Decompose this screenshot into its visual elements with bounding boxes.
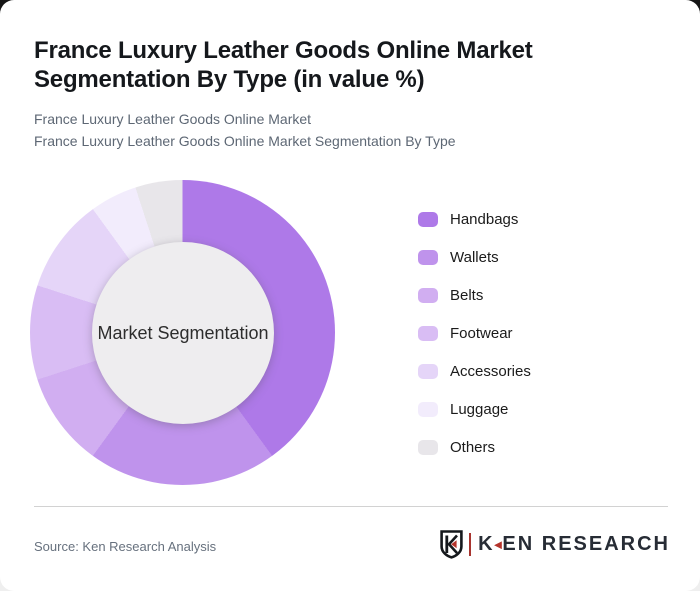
- chart-title: France Luxury Leather Goods Online Marke…: [34, 36, 533, 94]
- legend-item-footwear[interactable]: Footwear: [418, 314, 531, 352]
- legend-swatch-icon: [418, 401, 438, 417]
- chart-title-line-1: France Luxury Leather Goods Online Marke…: [34, 37, 533, 64]
- logo-wordmark-rest: EN RESEARCH: [502, 532, 670, 555]
- ken-research-shield-icon: [440, 529, 463, 559]
- logo-red-triangle-icon: ◄: [491, 537, 505, 552]
- legend-label: Belts: [450, 286, 484, 304]
- source-text: Source: Ken Research Analysis: [34, 539, 217, 554]
- ken-research-logo: K ◄ EN RESEARCH: [440, 528, 670, 560]
- logo-wordmark: K ◄ EN RESEARCH: [478, 533, 670, 556]
- legend-swatch-icon: [418, 249, 438, 265]
- legend-item-belts[interactable]: Belts: [418, 276, 531, 314]
- legend-item-accessories[interactable]: Accessories: [418, 352, 531, 390]
- legend-swatch-icon: [418, 211, 438, 227]
- donut-center: Market Segmentation: [92, 242, 274, 424]
- chart-subtitle-line-1: France Luxury Leather Goods Online Marke…: [34, 111, 312, 127]
- chart-subtitle: France Luxury Leather Goods Online Marke…: [34, 109, 456, 152]
- legend-label: Handbags: [450, 210, 519, 228]
- legend-label: Footwear: [450, 324, 513, 342]
- chart-subtitle-line-2: France Luxury Leather Goods Online Marke…: [34, 132, 456, 149]
- footer-divider: [34, 506, 668, 507]
- legend-label: Accessories: [450, 362, 531, 380]
- legend-label: Others: [450, 438, 496, 456]
- legend-label: Luggage: [450, 400, 509, 418]
- legend-item-wallets[interactable]: Wallets: [418, 238, 531, 276]
- legend-label: Wallets: [450, 248, 499, 266]
- chart-legend: Handbags Wallets Belts Footwear Accessories L…: [418, 200, 531, 466]
- legend-item-handbags[interactable]: Handbags: [418, 200, 531, 238]
- legend-swatch-icon: [418, 325, 438, 341]
- legend-item-luggage[interactable]: Luggage: [418, 390, 531, 428]
- legend-item-others[interactable]: Others: [418, 428, 531, 466]
- legend-swatch-icon: [418, 439, 438, 455]
- legend-swatch-icon: [418, 363, 438, 379]
- logo-wordmark-k: K: [478, 532, 495, 555]
- donut-center-label: Market Segmentation: [97, 322, 269, 343]
- chart-title-line-2: Segmentation By Type (in value %): [34, 66, 425, 93]
- legend-swatch-icon: [418, 287, 438, 303]
- logo-divider-bar: [469, 532, 472, 556]
